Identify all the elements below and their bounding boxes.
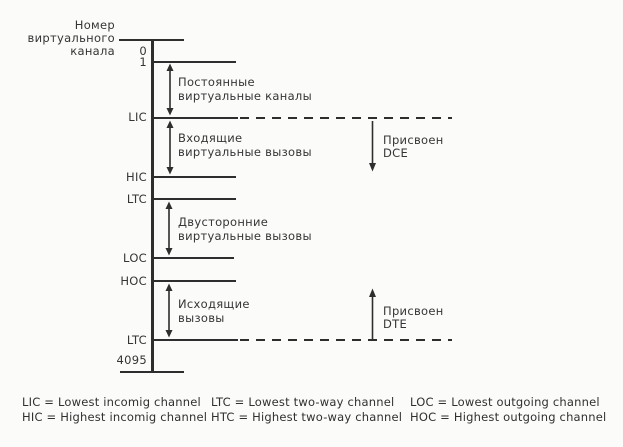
- legend-entry: LIC = Lowest incomig channel: [22, 395, 201, 409]
- dte-up-arrow-icon: [369, 288, 376, 339]
- axis-end-line: [120, 371, 184, 373]
- axis-label-1: 1: [139, 55, 147, 69]
- outgoing-range-arrow-icon: [165, 283, 173, 338]
- two-way-range-arrow-icon: [165, 201, 173, 256]
- tick-hoc: [152, 280, 236, 282]
- assign-line: DCE: [383, 146, 409, 160]
- incoming-range-arrow-icon: [166, 120, 174, 175]
- section-line: вызовы: [178, 310, 225, 325]
- section-line: виртуальные каналы: [178, 88, 312, 103]
- legend-entry: HTC = Highest two-way channel: [211, 410, 403, 424]
- dashed-line-ltc: [240, 339, 452, 341]
- axis-label-4095: 4095: [116, 353, 147, 367]
- section-line: Входящие: [178, 131, 243, 145]
- tick-1: [152, 61, 236, 63]
- dce-down-arrow-icon: [369, 121, 376, 172]
- axis-label-loc: LOC: [123, 251, 147, 265]
- assigned-dce-label: Присвоен DCE: [383, 134, 444, 160]
- axis-label-hic: HIC: [126, 170, 147, 184]
- axis-title-line: Номер: [74, 18, 115, 32]
- legend-entry: LTC = Lowest two-way channel: [211, 395, 395, 409]
- section-line: виртуальные вызовы: [178, 228, 312, 243]
- section-outgoing-label: Исходящие вызовы: [178, 297, 250, 325]
- assigned-dte-label: Присвоен DTE: [383, 305, 444, 331]
- axis-vertical-line: [151, 39, 154, 373]
- assign-line: Присвоен: [383, 133, 444, 147]
- legend-entry: LOC = Lowest outgoing channel: [410, 395, 600, 409]
- legend-column-incoming: LIC = Lowest incomig channel HIC = Highe…: [22, 395, 207, 425]
- tick-lic: [152, 117, 238, 119]
- section-line: виртуальные вызовы: [178, 144, 312, 159]
- tick-ltc: [152, 198, 236, 200]
- axis-label-ltc: LTC: [126, 192, 147, 206]
- permanent-range-arrow-icon: [166, 63, 174, 116]
- assign-line: DTE: [383, 317, 408, 331]
- axis-title-line: виртуального: [27, 31, 115, 45]
- section-line: Постоянные: [178, 75, 255, 89]
- section-twoway-label: Двусторонние виртуальные вызовы: [178, 215, 312, 243]
- tick-ltc-bottom: [152, 339, 238, 341]
- section-permanent-label: Постоянные виртуальные каналы: [178, 75, 312, 103]
- axis-label-hoc: HOC: [120, 274, 147, 288]
- tick-loc: [152, 257, 234, 259]
- axis-label-ltc-bottom: LTC: [126, 333, 147, 347]
- legend-entry: HIC = Highest incomig channel: [22, 410, 208, 424]
- axis-title-line: канала: [70, 44, 115, 58]
- assign-line: Присвоен: [383, 304, 444, 318]
- legend-column-twoway: LTC = Lowest two-way channel HTC = Highe…: [211, 395, 402, 425]
- axis-label-0: 0: [139, 44, 147, 58]
- axis-title: Номер виртуального канала: [16, 19, 115, 58]
- dashed-line-lic: [240, 117, 452, 119]
- section-line: Исходящие: [178, 297, 250, 311]
- section-line: Двусторонние: [178, 215, 269, 229]
- legend-column-outgoing: LOC = Lowest outgoing channel HOC = High…: [410, 395, 606, 425]
- section-incoming-label: Входящие виртуальные вызовы: [178, 131, 312, 159]
- tick-hic: [152, 176, 236, 178]
- legend-entry: HOC = Highest outgoing channel: [410, 410, 607, 424]
- tick-top: [119, 39, 184, 41]
- axis-label-lic: LIC: [128, 110, 147, 124]
